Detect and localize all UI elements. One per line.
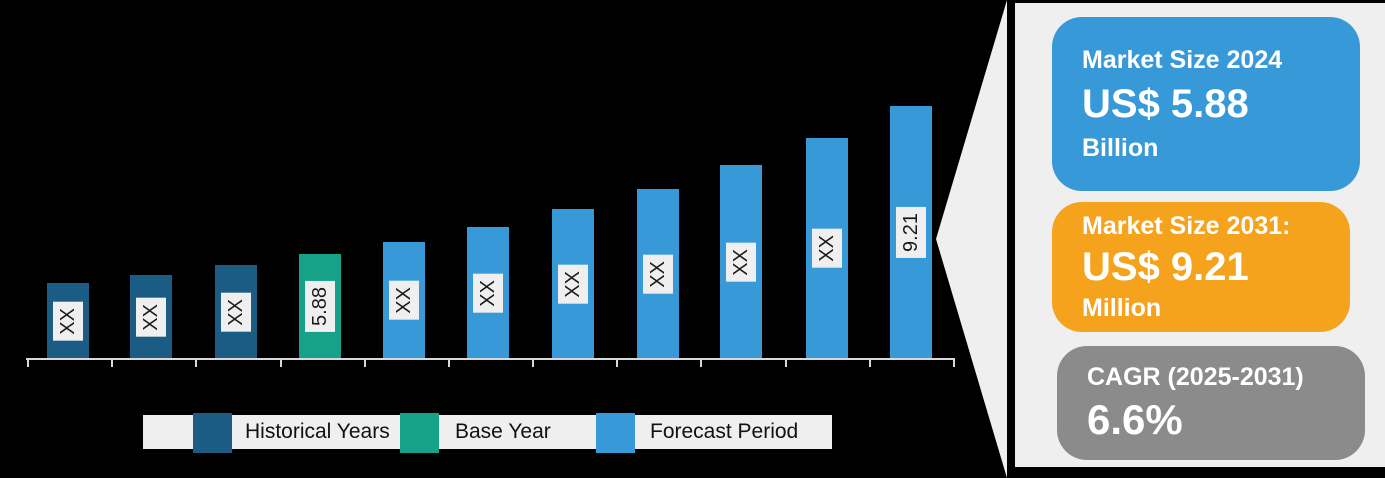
bar-value-label: XX bbox=[221, 292, 251, 332]
bar-value-label: XX bbox=[558, 264, 588, 304]
bar-value-label: XX bbox=[136, 297, 166, 337]
bar-6-forecast: XX bbox=[467, 227, 509, 359]
bar-value-label: XX bbox=[726, 242, 756, 282]
bar-value-label: XX bbox=[812, 229, 842, 268]
axis-tick bbox=[363, 360, 366, 367]
legend: Historical Years Base Year Forecast Period bbox=[143, 413, 832, 453]
card-unit: Million bbox=[1082, 294, 1162, 322]
bar-8-forecast: XX bbox=[637, 189, 679, 359]
bar-5-forecast: XX bbox=[383, 242, 425, 359]
summary-panel: Market Size 2024 US$ 5.88 Billion Market Si… bbox=[1007, 0, 1385, 478]
card-value: 6.6% bbox=[1087, 395, 1183, 443]
card-market-size-2024: Market Size 2024 US$ 5.88 Billion bbox=[1052, 17, 1360, 191]
x-axis-line bbox=[26, 358, 955, 360]
card-value: US$ 5.88 bbox=[1082, 82, 1249, 126]
card-value: US$ 9.21 bbox=[1082, 245, 1249, 289]
card-cagr: CAGR (2025-2031) 6.6% bbox=[1057, 346, 1365, 460]
bar-value-label: XX bbox=[53, 301, 83, 341]
bar-1-historical: XX bbox=[47, 283, 89, 359]
axis-tick bbox=[447, 360, 450, 367]
bar-11-forecast: 9.21 bbox=[890, 106, 932, 359]
axis-tick bbox=[111, 360, 114, 367]
card-title: Market Size 2024 bbox=[1082, 45, 1283, 74]
bar-3-historical: XX bbox=[215, 265, 257, 359]
bar-value-label: XX bbox=[389, 281, 419, 320]
bar-9-forecast: XX bbox=[720, 165, 762, 359]
legend-swatch-base bbox=[400, 413, 439, 453]
card-title: CAGR (2025-2031) bbox=[1087, 363, 1304, 392]
bar-value-label: 5.88 bbox=[305, 281, 335, 332]
card-market-size-2031: Market Size 2031: US$ 9.21 Million bbox=[1052, 202, 1350, 332]
legend-swatch-forecast bbox=[596, 413, 635, 453]
axis-tick bbox=[953, 360, 955, 367]
axis-tick bbox=[27, 360, 29, 367]
legend-label-historical: Historical Years bbox=[245, 420, 390, 443]
axis-tick bbox=[616, 360, 619, 367]
legend-swatch-historical bbox=[193, 413, 232, 453]
axis-tick bbox=[784, 360, 787, 367]
card-unit: Billion bbox=[1082, 134, 1159, 162]
bar-2-historical: XX bbox=[130, 275, 172, 359]
bar-10-forecast: XX bbox=[806, 138, 848, 359]
axis-tick bbox=[868, 360, 871, 367]
bar-7-forecast: XX bbox=[552, 209, 594, 359]
bar-chart: XX XX XX 5.88 XX XX XX XX XX XX 9.21 Historical Ye… bbox=[26, 106, 955, 453]
legend-label-forecast: Forecast Period bbox=[650, 420, 799, 443]
axis-tick bbox=[700, 360, 703, 367]
bar-4-base: 5.88 bbox=[299, 254, 341, 359]
legend-label-base: Base Year bbox=[455, 420, 551, 443]
bar-value-label: 9.21 bbox=[896, 207, 926, 258]
bar-value-label: XX bbox=[473, 273, 503, 313]
axis-tick bbox=[532, 360, 535, 367]
card-title: Market Size 2031: bbox=[1082, 211, 1291, 240]
bar-value-label: XX bbox=[643, 254, 673, 294]
axis-tick bbox=[195, 360, 198, 367]
axis-tick bbox=[279, 360, 282, 367]
